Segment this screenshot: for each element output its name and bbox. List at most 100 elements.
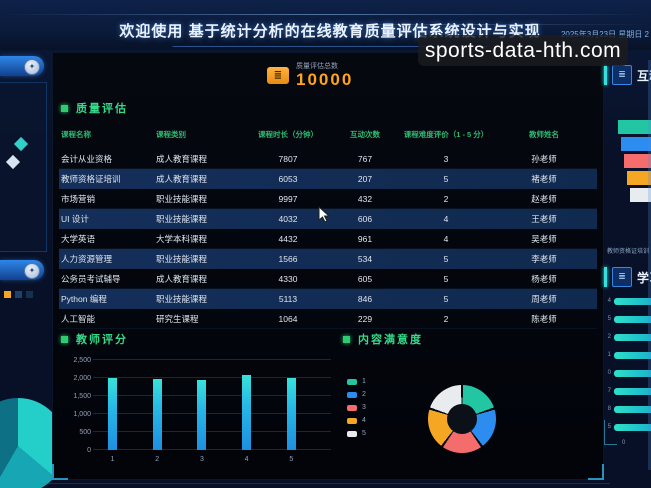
study-bar-row: 5 bbox=[606, 310, 651, 328]
legend-label: 5 bbox=[362, 430, 366, 437]
table-row[interactable]: 会计从业资格 成人教育课程 7807 767 3 孙老师 bbox=[59, 149, 597, 169]
study-bar-row: 1 bbox=[606, 346, 651, 364]
table-cell: 4 bbox=[443, 233, 449, 244]
header-deco-line bbox=[300, 24, 650, 25]
table-row[interactable]: 教师资格证培训 成人教育课程 6053 207 5 褚老师 bbox=[59, 169, 597, 189]
study-bar bbox=[613, 333, 651, 341]
study-bar-row: 5 bbox=[606, 418, 651, 436]
right-panel-header-interaction[interactable]: ≣ 互动 bbox=[604, 62, 651, 88]
gear-icon[interactable]: ✦ bbox=[24, 263, 40, 279]
study-bar-row: 0 bbox=[606, 364, 651, 382]
table-cell: 职业技能课程 bbox=[156, 293, 208, 304]
table-row[interactable]: 大学英语 大学本科课程 4432 961 4 吴老师 bbox=[59, 229, 597, 249]
table-cell: 1064 bbox=[278, 313, 298, 324]
right-panel-title: 互动 bbox=[637, 68, 651, 83]
table-row[interactable]: 人工智能 研究生课程 1064 229 2 陈老师 bbox=[59, 309, 597, 329]
legend-swatch bbox=[347, 430, 357, 437]
diamond-icon bbox=[5, 154, 21, 170]
left-panel-header[interactable]: ✦ bbox=[0, 56, 44, 76]
legend-item[interactable]: 5 bbox=[347, 427, 366, 440]
right-panel-header-study[interactable]: ≣ 学习 bbox=[604, 264, 651, 290]
table-row[interactable]: UI 设计 职业技能课程 4032 606 4 王老师 bbox=[59, 209, 597, 229]
table-cell: 5 bbox=[443, 253, 449, 264]
table-cell: 褚老师 bbox=[531, 173, 557, 184]
table-row[interactable]: 公务员考试辅导 成人教育课程 4330 605 5 杨老师 bbox=[59, 269, 597, 289]
table-row[interactable]: Python 编程 职业技能课程 5113 846 5 周老师 bbox=[59, 289, 597, 309]
study-bar bbox=[613, 387, 651, 395]
table-cell: 职业技能课程 bbox=[156, 213, 208, 224]
gear-icon[interactable]: ✦ bbox=[24, 59, 40, 75]
legend-label: 4 bbox=[362, 417, 366, 424]
bar bbox=[242, 375, 252, 450]
study-bar bbox=[613, 351, 651, 359]
table-cell: 5 bbox=[443, 293, 449, 304]
table-cell: 1566 bbox=[278, 253, 298, 264]
section-title: 质量评估 bbox=[76, 103, 128, 115]
table-cell: 5 bbox=[443, 173, 449, 184]
table-cell: 人力资源管理 bbox=[61, 253, 113, 264]
table-cell: 229 bbox=[357, 313, 373, 324]
study-bar-row: 7 bbox=[606, 382, 651, 400]
funnel-strip bbox=[627, 171, 651, 185]
list-icon: ≣ bbox=[612, 267, 632, 287]
x-axis-tick: 5 bbox=[289, 456, 294, 463]
table-cell: 9997 bbox=[278, 193, 298, 204]
section-bullet-icon bbox=[61, 104, 68, 112]
corner-bracket bbox=[588, 464, 604, 480]
section-content-satisfaction: 内容满意度 bbox=[343, 331, 423, 347]
study-bar bbox=[613, 423, 651, 431]
list-icon: ≣ bbox=[612, 65, 632, 85]
legend-item[interactable]: 1 bbox=[347, 375, 366, 388]
datetime-label: 2025年3月23日 星期日 2 bbox=[561, 30, 649, 39]
legend-item[interactable]: 4 bbox=[347, 414, 366, 427]
study-bar bbox=[613, 297, 651, 305]
table-column-header: 课程类别 bbox=[156, 129, 186, 139]
table-cell: 534 bbox=[357, 253, 373, 264]
funnel-strip bbox=[630, 188, 651, 202]
kpi-value: 10000 bbox=[296, 70, 354, 89]
study-bar-label: 7 bbox=[607, 388, 611, 394]
study-bar-label: 8 bbox=[607, 406, 611, 412]
satisfaction-donut bbox=[428, 385, 496, 453]
gridline bbox=[93, 395, 331, 396]
funnel-strip bbox=[618, 120, 651, 134]
table-cell: 成人教育课程 bbox=[156, 173, 208, 184]
legend-label: 1 bbox=[362, 378, 366, 385]
study-bar-label: 2 bbox=[607, 334, 611, 340]
table-cell: 职业技能课程 bbox=[156, 253, 208, 264]
mouse-cursor bbox=[318, 206, 331, 223]
left-panel-header[interactable]: ✦ bbox=[0, 260, 44, 280]
table-cell: 4 bbox=[443, 213, 449, 224]
table-cell: 李老师 bbox=[531, 253, 557, 264]
toolbar-icon[interactable] bbox=[26, 291, 33, 298]
table-row[interactable]: 市场营销 职业技能课程 9997 432 2 赵老师 bbox=[59, 189, 597, 209]
left-toolbar bbox=[4, 291, 33, 298]
orange-square-icon[interactable] bbox=[4, 291, 11, 298]
study-bar-label: 1 bbox=[607, 352, 611, 358]
section-title: 教师评分 bbox=[76, 334, 128, 346]
legend-item[interactable]: 3 bbox=[347, 401, 366, 414]
corner-bracket bbox=[604, 420, 617, 445]
study-bar-row: 8 bbox=[606, 400, 651, 418]
funnel-caption: 教师资格证培训 bbox=[607, 249, 650, 255]
gridline bbox=[93, 377, 331, 378]
x-axis-tick: 3 bbox=[199, 456, 204, 463]
bar bbox=[286, 377, 296, 450]
table-cell: 杨老师 bbox=[531, 273, 557, 284]
table-cell: 961 bbox=[357, 233, 373, 244]
table-cell: 432 bbox=[357, 193, 373, 204]
bar bbox=[108, 378, 117, 450]
gridline bbox=[93, 359, 331, 360]
legend-item[interactable]: 2 bbox=[347, 388, 366, 401]
bottom-frame-line bbox=[40, 483, 610, 484]
study-bar-label: 5 bbox=[607, 316, 611, 322]
toolbar-icon[interactable] bbox=[15, 291, 22, 298]
table-cell: 人工智能 bbox=[61, 313, 96, 324]
table-cell: 6053 bbox=[278, 173, 298, 184]
section-bullet-icon bbox=[343, 335, 350, 343]
gridline bbox=[93, 449, 331, 450]
legend-swatch bbox=[347, 378, 357, 385]
table-cell: 3 bbox=[443, 153, 449, 164]
table-row[interactable]: 人力资源管理 职业技能课程 1566 534 5 李老师 bbox=[59, 249, 597, 269]
